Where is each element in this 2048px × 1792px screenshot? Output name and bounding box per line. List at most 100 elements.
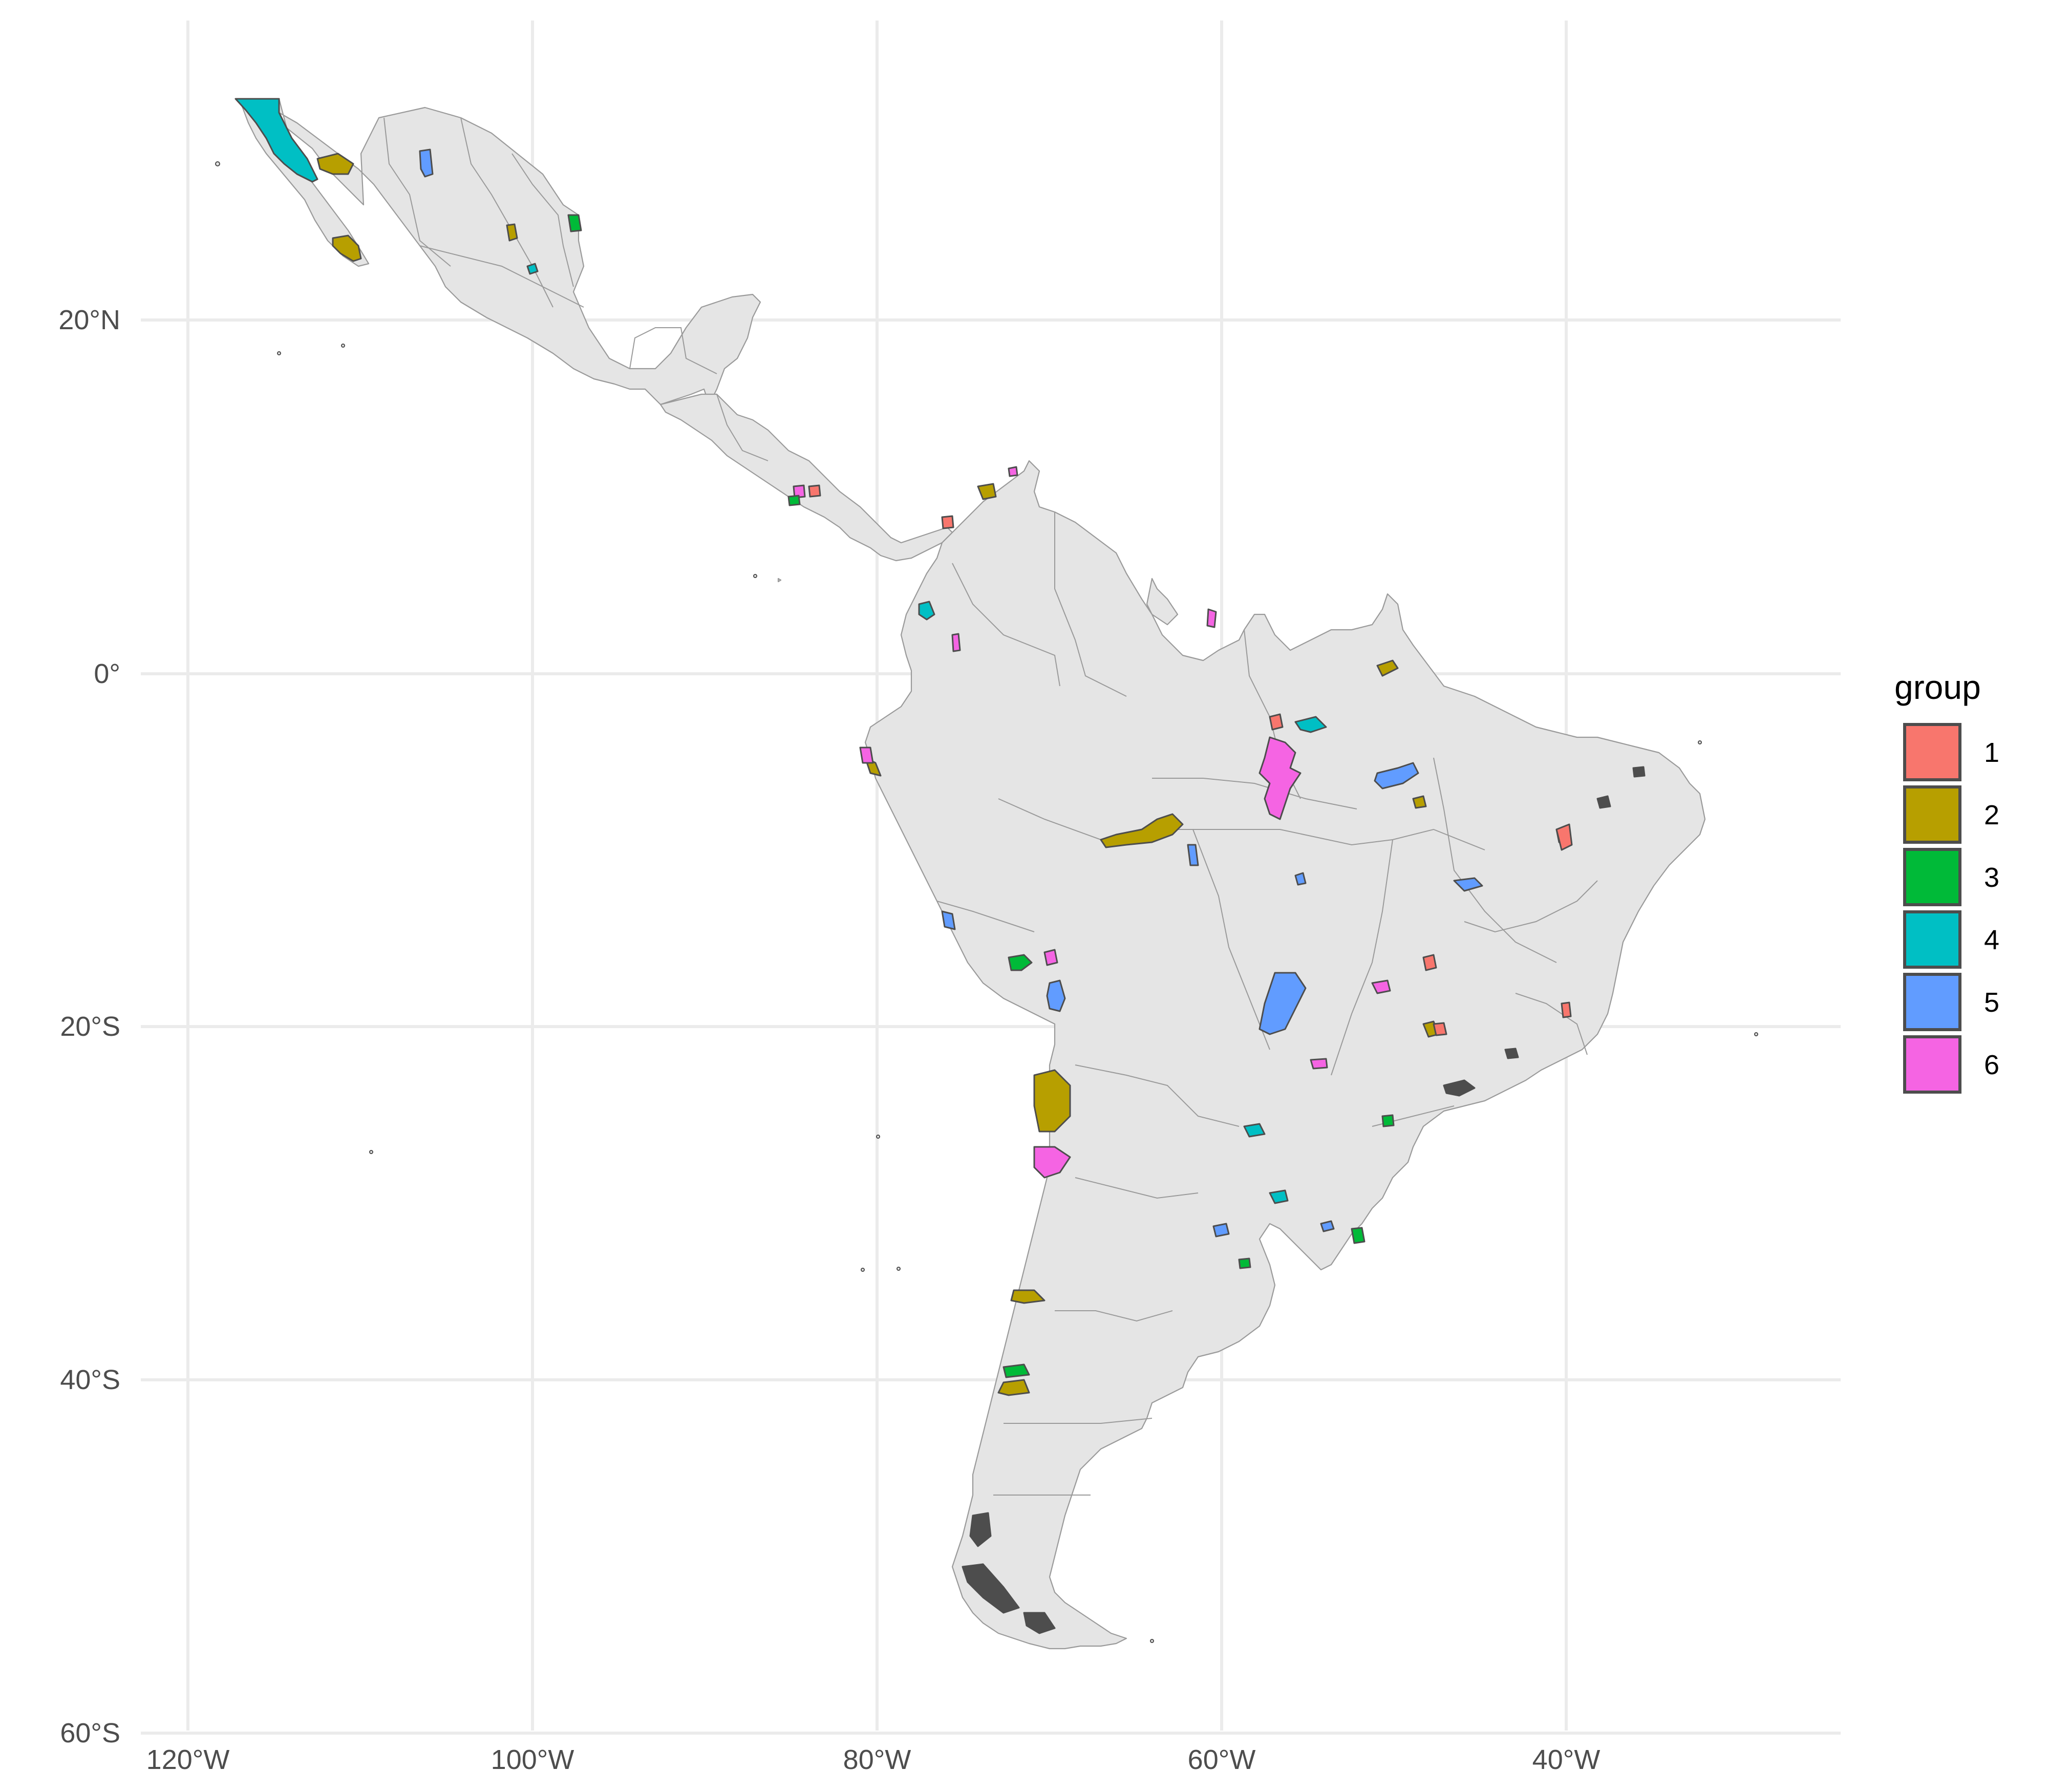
boundary-line bbox=[1075, 1064, 1240, 1127]
patch-group-2 bbox=[1100, 813, 1184, 848]
islet bbox=[753, 574, 757, 578]
legend-key-6 bbox=[1903, 1035, 1961, 1094]
patch-small bbox=[1443, 1079, 1476, 1097]
patch-group-3 bbox=[1002, 1363, 1030, 1378]
patch-small bbox=[1023, 1612, 1056, 1634]
islet bbox=[369, 1150, 373, 1154]
islet bbox=[897, 1267, 901, 1271]
boundary-line bbox=[1075, 1177, 1199, 1199]
y-tick-label: 60°S bbox=[60, 1718, 120, 1748]
boundary-line bbox=[511, 153, 574, 287]
patch-group-3 bbox=[1351, 1227, 1366, 1244]
y-tick-label: 0° bbox=[94, 658, 120, 689]
x-axis: 120°W 100°W 80°W 60°W 40°W bbox=[146, 1744, 1601, 1775]
islets bbox=[215, 161, 1758, 1643]
boundary-line bbox=[419, 245, 584, 308]
y-axis: 20°N 0° 20°S 40°S 60°S bbox=[58, 305, 120, 1748]
legend-label-2: 2 bbox=[1984, 800, 1999, 830]
patch-small bbox=[1596, 795, 1611, 809]
patch-group-5 bbox=[1046, 979, 1066, 1012]
patch-group-6 bbox=[1310, 1058, 1328, 1070]
south-america-region bbox=[864, 460, 1706, 1650]
patch-group-2 bbox=[1412, 795, 1427, 809]
patch-group-1 bbox=[1269, 713, 1284, 731]
patch-group-1 bbox=[1555, 823, 1573, 851]
patch-small bbox=[1504, 1048, 1519, 1059]
boundary-line bbox=[952, 563, 1060, 687]
patch-group-6 bbox=[793, 484, 806, 499]
patch-group-1 bbox=[941, 515, 954, 529]
islet bbox=[341, 344, 345, 348]
patch-group-6 bbox=[951, 633, 961, 652]
boundary-line bbox=[716, 394, 769, 461]
boundary-line bbox=[1433, 757, 1557, 963]
x-tick-label: 120°W bbox=[146, 1744, 230, 1775]
patch-group-5 bbox=[1212, 1223, 1230, 1238]
central-america-region bbox=[659, 393, 953, 562]
patch-group-5 bbox=[1258, 972, 1307, 1035]
patch-group-5 bbox=[419, 148, 434, 178]
legend-key-1 bbox=[1903, 723, 1961, 781]
patch-group-3 bbox=[787, 495, 801, 506]
patch-group-5 bbox=[1187, 844, 1199, 866]
boundary-line bbox=[1193, 828, 1485, 850]
legend-label-1: 1 bbox=[1984, 737, 1999, 768]
patch-small bbox=[962, 1563, 1020, 1614]
patch-group-1 bbox=[1422, 954, 1437, 971]
patch-group-4 bbox=[1243, 1123, 1266, 1138]
legend: group 1 2 3 4 5 6 bbox=[1894, 668, 1999, 1094]
patch-group-4 bbox=[1294, 716, 1327, 733]
land-regions bbox=[234, 98, 1706, 1650]
boundary-line bbox=[460, 117, 553, 308]
patch-group-6 bbox=[1258, 736, 1302, 820]
legend-label-6: 6 bbox=[1984, 1050, 1999, 1080]
patch-small bbox=[1632, 766, 1646, 778]
patch-group-1 bbox=[808, 484, 821, 498]
legend-label-4: 4 bbox=[1984, 925, 1999, 955]
patch-group-1 bbox=[1561, 1001, 1572, 1018]
patch-group-3 bbox=[567, 214, 582, 232]
legend-key-4 bbox=[1903, 910, 1961, 969]
legend-items: 1 2 3 4 5 6 bbox=[1903, 723, 1999, 1094]
islet bbox=[277, 351, 281, 355]
boundary-line bbox=[1515, 993, 1588, 1055]
patch-group-1 bbox=[1433, 1022, 1447, 1036]
patch-group-5 bbox=[1374, 762, 1419, 790]
patch-group-3 bbox=[1381, 1114, 1395, 1127]
islet bbox=[861, 1268, 865, 1272]
patch-group-3 bbox=[1238, 1257, 1251, 1269]
patch-small bbox=[969, 1512, 992, 1547]
boundary-line bbox=[1004, 1418, 1153, 1424]
boundary-line bbox=[1331, 839, 1393, 1076]
mexico-region bbox=[234, 98, 761, 406]
patch-group-2 bbox=[332, 234, 362, 262]
boundary-line bbox=[1054, 512, 1127, 697]
patch-group-5 bbox=[1294, 872, 1307, 886]
patch-group-5 bbox=[1453, 877, 1483, 892]
x-tick-label: 80°W bbox=[843, 1744, 911, 1775]
patch-group-4 bbox=[918, 601, 935, 621]
patch-group-3 bbox=[1008, 954, 1033, 971]
boundary-line bbox=[1192, 829, 1270, 1050]
caribbean-islet bbox=[777, 578, 782, 583]
islet bbox=[1698, 740, 1702, 744]
y-tick-label: 20°N bbox=[58, 305, 120, 335]
x-tick-label: 60°W bbox=[1188, 1744, 1256, 1775]
patch-group-4 bbox=[234, 98, 318, 183]
patch-group-6 bbox=[859, 746, 874, 764]
boundary-line bbox=[629, 327, 717, 374]
patch-group-6 bbox=[1008, 466, 1018, 477]
patch-group-6 bbox=[1206, 608, 1217, 628]
patch-group-2 bbox=[977, 483, 997, 500]
patch-group-2 bbox=[316, 153, 354, 175]
x-tick-label: 40°W bbox=[1532, 1744, 1601, 1775]
patch-group-2 bbox=[1010, 1289, 1046, 1304]
patch-group-4 bbox=[526, 263, 539, 275]
patch-group-2 bbox=[506, 223, 518, 242]
patch-group-2 bbox=[997, 1379, 1030, 1396]
admin-boundaries bbox=[383, 117, 1598, 1496]
boundary-line bbox=[1152, 778, 1357, 809]
legend-title: group bbox=[1894, 668, 1981, 706]
islet bbox=[876, 1135, 880, 1139]
